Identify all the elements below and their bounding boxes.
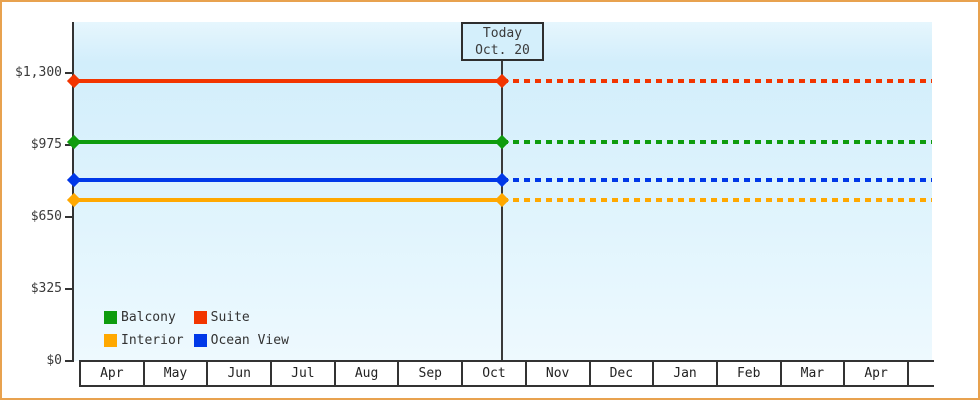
month-cell-may: May: [145, 362, 209, 385]
today-label-line2: Oct. 20: [475, 42, 530, 58]
legend-item-balcony: Balcony: [104, 310, 184, 325]
series-line-suite-dashed: [502, 79, 932, 83]
y-axis-label: $0: [46, 353, 62, 368]
legend-label-interior: Interior: [121, 333, 184, 348]
legend-item-suite: Suite: [193, 310, 289, 325]
legend-item-interior: Interior: [104, 333, 184, 348]
month-cell-jul: Jul: [272, 362, 336, 385]
x-axis-month-strip: Apr May Jun Jul Aug Sep Oct Nov Dec Jan Feb Mar Apr: [79, 360, 934, 387]
legend-swatch-balcony: [104, 311, 117, 324]
legend-label-ocean-view: Ocean View: [210, 333, 289, 348]
today-label-line1: Today: [482, 25, 523, 41]
legend-label-balcony: Balcony: [121, 310, 176, 325]
month-cell-aug: Aug: [336, 362, 400, 385]
legend-swatch-ocean-view: [193, 334, 207, 347]
month-cell-dec: Dec: [591, 362, 655, 385]
series-line-ocean-view-solid: [74, 178, 502, 182]
today-label-box: Today Oct. 20: [461, 22, 544, 61]
series-line-interior-dashed: [502, 198, 932, 202]
month-cell-partial: [909, 362, 934, 385]
legend-label-suite: Suite: [210, 310, 250, 325]
y-axis-tick: [65, 72, 73, 74]
month-cell-mar: Mar: [782, 362, 846, 385]
month-cell-jun: Jun: [208, 362, 273, 385]
y-axis-label: $325: [30, 281, 62, 296]
month-cell-feb: Feb: [718, 362, 782, 385]
month-cell-sep: Sep: [399, 362, 464, 385]
series-line-interior-solid: [74, 198, 502, 202]
legend-item-ocean-view: Ocean View: [193, 333, 289, 348]
y-axis-label: $650: [30, 209, 62, 224]
legend-swatch-suite: [193, 311, 207, 324]
series-line-ocean-view-dashed: [502, 178, 932, 182]
month-cell-apr: Apr: [81, 362, 145, 385]
y-axis-label: $1,300: [15, 65, 62, 80]
month-cell-jan: Jan: [654, 362, 718, 385]
month-cell-oct: Oct: [463, 362, 527, 385]
month-cell-apr: Apr: [845, 362, 909, 385]
series-line-balcony-dashed: [502, 140, 932, 144]
y-axis-line: [72, 22, 74, 362]
y-axis-tick: [65, 216, 73, 218]
month-cell-nov: Nov: [527, 362, 591, 385]
today-line: [501, 60, 503, 361]
legend: Balcony Suite Interior Ocean View: [104, 310, 289, 348]
y-axis-tick: [65, 288, 73, 290]
series-line-suite-solid: [74, 79, 502, 83]
legend-swatch-interior: [104, 334, 117, 347]
series-line-balcony-solid: [74, 140, 502, 144]
y-axis-tick: [65, 360, 73, 362]
y-axis-label: $975: [30, 137, 62, 152]
